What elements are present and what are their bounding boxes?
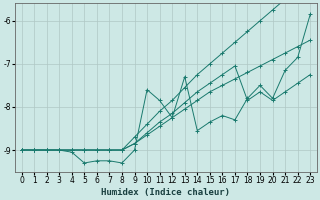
X-axis label: Humidex (Indice chaleur): Humidex (Indice chaleur) [101,188,230,197]
